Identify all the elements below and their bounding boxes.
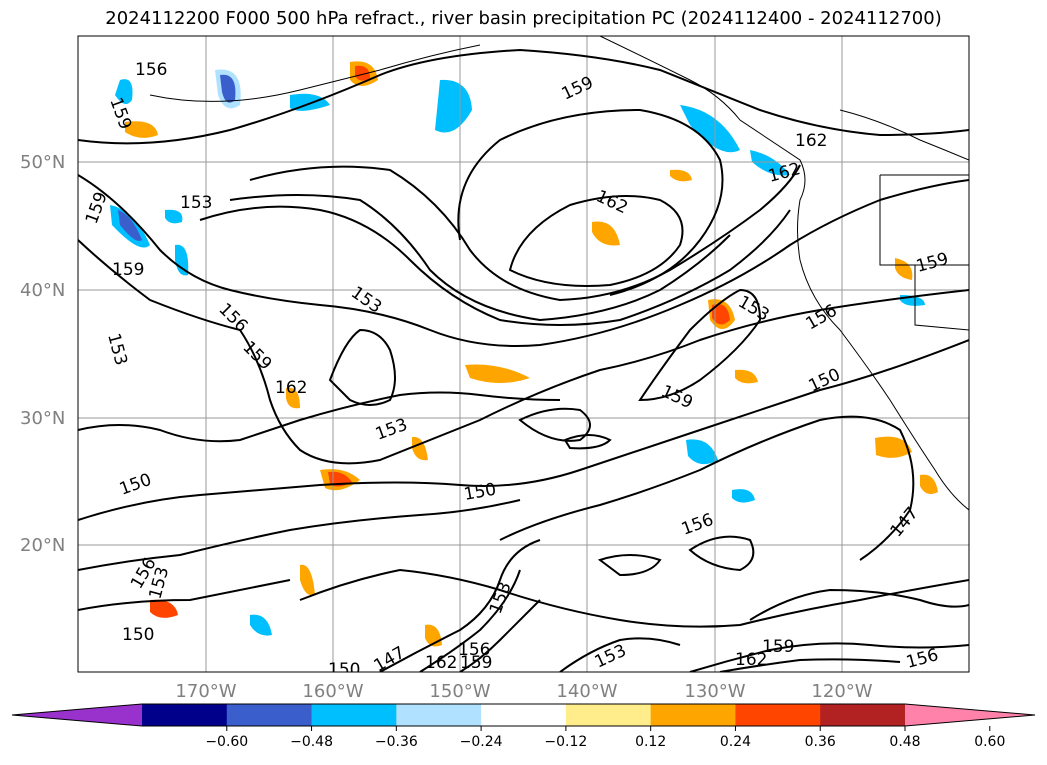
- precip-anomaly-patch: [115, 79, 133, 104]
- lon-label: 150°W: [429, 681, 490, 702]
- contour-label: 162: [425, 653, 457, 673]
- colorbar-tick-label: 0.60: [974, 734, 1005, 750]
- precip-anomaly-patch: [118, 210, 142, 241]
- longitude-labels: 170°W 160°W 150°W 140°W 130°W 120°W: [175, 681, 872, 702]
- precip-anomaly-patch: [175, 244, 189, 276]
- lon-label: 130°W: [684, 681, 745, 702]
- colorbar-tick-label: 0.48: [889, 734, 920, 750]
- colorbar-tick-label: −0.12: [544, 734, 587, 750]
- colorbar-extend-low: [12, 704, 142, 726]
- lat-label: 50°N: [20, 152, 65, 173]
- contour-label: 156: [458, 640, 490, 660]
- contour-labels: 156 159 159 153 159 159 153 156 159 162 …: [82, 60, 951, 680]
- precip-anomaly-patch: [412, 436, 428, 461]
- map-title: 2024112200 F000 500 hPa refract., river …: [105, 8, 942, 29]
- colorbar-bin: [565, 704, 652, 726]
- colorbar-bin: [226, 704, 313, 726]
- lat-label: 40°N: [20, 280, 65, 301]
- precip-anomaly-patch: [670, 169, 692, 182]
- contour-label: 150: [328, 660, 360, 680]
- precip-anomaly-patch: [125, 121, 158, 138]
- contour-label: 162: [795, 131, 827, 151]
- contour-label: 153: [180, 193, 212, 213]
- precip-anomaly-patch: [750, 150, 790, 176]
- precip-anomaly-patch: [165, 209, 183, 224]
- plot-area: [78, 36, 969, 672]
- colorbar-tick-label: 0.24: [720, 734, 751, 750]
- precip-anomaly-patch: [286, 387, 300, 409]
- colorbar-outline: [11, 703, 1036, 727]
- colorbar-bin: [396, 704, 482, 726]
- colorbar-tick-label: −0.48: [290, 734, 333, 750]
- colorbar-bin: [650, 704, 736, 726]
- contour-label: 159: [112, 260, 144, 280]
- lon-label: 170°W: [175, 681, 236, 702]
- contour-label: 159: [460, 653, 492, 673]
- contour-label: 162: [275, 378, 307, 398]
- colorbar-extend-high: [905, 704, 1035, 726]
- precip-shading: [110, 61, 938, 647]
- precip-anomaly-patch: [300, 564, 315, 596]
- lon-label: 120°W: [811, 681, 872, 702]
- colorbar-bin: [311, 704, 397, 726]
- colorbar-tick-label: −0.60: [205, 734, 248, 750]
- precip-anomaly-patch: [686, 439, 718, 465]
- precip-anomaly-patch: [732, 489, 755, 503]
- latitude-labels: 50°N 40°N 30°N 20°N: [20, 152, 65, 556]
- lon-label: 160°W: [302, 681, 363, 702]
- precip-anomaly-patch: [895, 258, 913, 280]
- plot-frame: [77, 35, 970, 673]
- precip-anomaly-patch: [465, 364, 530, 383]
- lon-label: 140°W: [556, 681, 617, 702]
- precip-anomaly-patch: [250, 614, 272, 636]
- contour-label: 156: [135, 60, 167, 80]
- colorbar-bin: [481, 704, 567, 726]
- colorbar-bin: [820, 704, 906, 726]
- lat-label: 30°N: [20, 408, 65, 429]
- refractivity-contours: [78, 48, 969, 672]
- colorbar-bin: [735, 704, 821, 726]
- contour-label: 150: [122, 625, 154, 645]
- precip-anomaly-patch: [435, 79, 472, 133]
- coastlines: [149, 36, 969, 511]
- colorbar: −0.60 −0.48 −0.36 −0.24 −0.12 0.12 0.24 0.36 0.4…: [11, 703, 1036, 750]
- precip-anomaly-patch: [735, 369, 758, 384]
- precip-anomaly-patch: [355, 65, 370, 81]
- contour-label: 162: [735, 650, 767, 670]
- contour-label: 159: [762, 637, 794, 657]
- precip-anomaly-patch: [875, 436, 912, 458]
- precip-anomaly-patch: [712, 304, 730, 325]
- precip-anomaly-patch: [920, 474, 938, 494]
- colorbar-tick-label: −0.36: [375, 734, 418, 750]
- colorbar-tick-label: −0.24: [460, 734, 503, 750]
- precip-anomaly-patch: [592, 221, 620, 246]
- colorbar-tick-label: 0.12: [635, 734, 666, 750]
- precip-anomaly-patch: [150, 599, 178, 618]
- colorbar-bin: [142, 704, 228, 726]
- precip-anomaly-patch: [220, 74, 236, 103]
- lat-label: 20°N: [20, 535, 65, 556]
- colorbar-tick-label: 0.36: [805, 734, 836, 750]
- precip-anomaly-patch: [680, 105, 740, 153]
